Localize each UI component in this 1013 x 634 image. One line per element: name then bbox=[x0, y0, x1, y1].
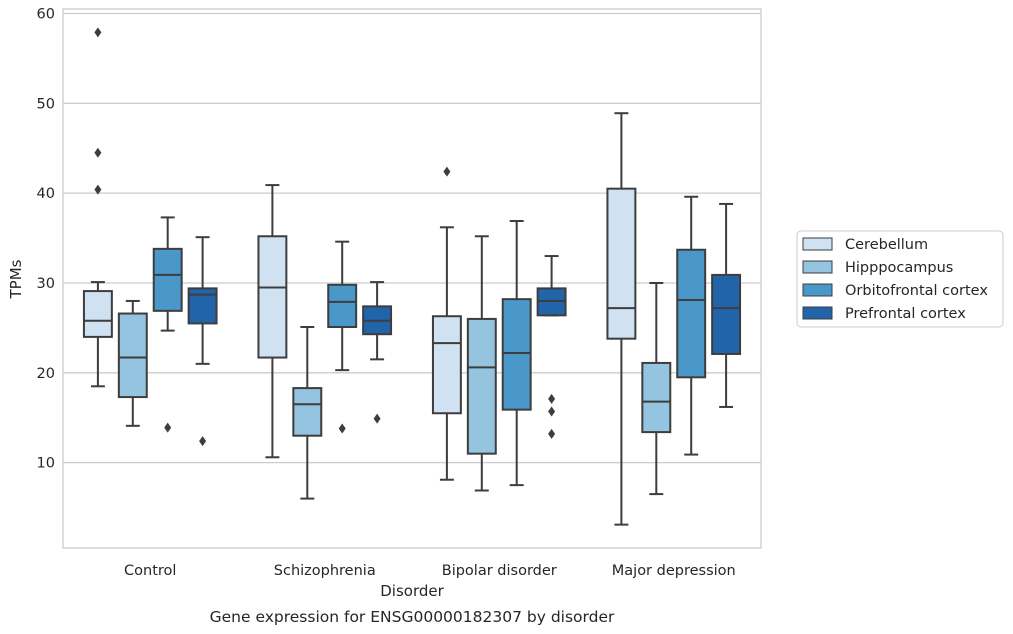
box-iqr bbox=[117, 312, 148, 399]
y-tick-label: 60 bbox=[37, 6, 55, 22]
boxes bbox=[82, 27, 742, 526]
box-group bbox=[641, 281, 672, 496]
box-iqr bbox=[187, 287, 218, 325]
box-group bbox=[152, 216, 183, 433]
y-axis-title: TPMs bbox=[7, 259, 25, 299]
box-iqr bbox=[152, 247, 183, 312]
legend-swatch bbox=[802, 283, 833, 297]
outlier-point bbox=[164, 422, 172, 433]
box-iqr bbox=[327, 283, 358, 329]
outlier-point bbox=[94, 27, 102, 38]
legend-label: Cerebellum bbox=[845, 237, 928, 253]
box-iqr bbox=[641, 361, 672, 434]
box-iqr bbox=[292, 387, 323, 437]
box-iqr bbox=[501, 298, 532, 411]
chart-title: Gene expression for ENSG00000182307 by d… bbox=[210, 608, 615, 626]
y-tick-label: 20 bbox=[37, 366, 55, 382]
outlier-point bbox=[548, 406, 556, 417]
plot-frame bbox=[62, 8, 762, 549]
box-group bbox=[82, 27, 113, 388]
box-group bbox=[501, 220, 532, 487]
y-tick-label: 50 bbox=[37, 96, 55, 112]
box-group bbox=[257, 184, 288, 459]
x-tick-labels: Control Schizophrenia Bipolar disorder Majo… bbox=[124, 563, 736, 579]
box-iqr bbox=[466, 317, 497, 455]
outlier-point bbox=[548, 428, 556, 439]
box-iqr bbox=[431, 315, 462, 415]
y-tick-label: 30 bbox=[37, 276, 55, 292]
box-group bbox=[606, 112, 637, 526]
x-tick-label: Bipolar disorder bbox=[442, 563, 557, 579]
y-tick-labels: 10 20 30 40 50 60 bbox=[37, 6, 55, 471]
x-tick-label: Schizophrenia bbox=[274, 563, 376, 579]
box-group bbox=[292, 326, 323, 500]
outlier-point bbox=[94, 184, 102, 195]
outlier-point bbox=[338, 423, 346, 434]
legend-label: Orbitofrontal cortex bbox=[845, 283, 988, 299]
outlier-point bbox=[199, 436, 207, 447]
box-iqr bbox=[606, 187, 637, 340]
box-group bbox=[327, 240, 358, 434]
legend-swatch bbox=[802, 237, 833, 251]
x-axis-title: Disorder bbox=[380, 582, 444, 600]
y-tick-label: 40 bbox=[37, 186, 55, 202]
outlier-point bbox=[373, 413, 381, 424]
box-group bbox=[362, 281, 393, 424]
legend-label: Prefrontal cortex bbox=[845, 306, 966, 322]
legend: Cerebellum Hipppocampus Orbitofrontal cort… bbox=[796, 230, 1004, 328]
box-group bbox=[117, 299, 148, 427]
box-group bbox=[676, 195, 707, 456]
box-iqr bbox=[711, 273, 742, 355]
x-tick-label: Control bbox=[124, 563, 176, 579]
legend-frame bbox=[796, 230, 1004, 328]
x-tick-label: Major depression bbox=[612, 563, 736, 579]
y-tick-label: 10 bbox=[37, 456, 55, 472]
box-group bbox=[466, 235, 497, 492]
box-iqr bbox=[257, 235, 288, 359]
box-iqr bbox=[676, 248, 707, 379]
box-group bbox=[711, 202, 742, 408]
legend-swatch bbox=[802, 260, 833, 274]
outlier-point bbox=[443, 166, 451, 177]
outlier-point bbox=[94, 147, 102, 158]
legend-swatch bbox=[802, 306, 833, 320]
box-group bbox=[536, 255, 567, 439]
box-group bbox=[187, 236, 218, 447]
box-iqr bbox=[82, 290, 113, 338]
box-group bbox=[431, 166, 462, 481]
legend-label: Hipppocampus bbox=[845, 260, 953, 276]
outlier-point bbox=[548, 393, 556, 404]
